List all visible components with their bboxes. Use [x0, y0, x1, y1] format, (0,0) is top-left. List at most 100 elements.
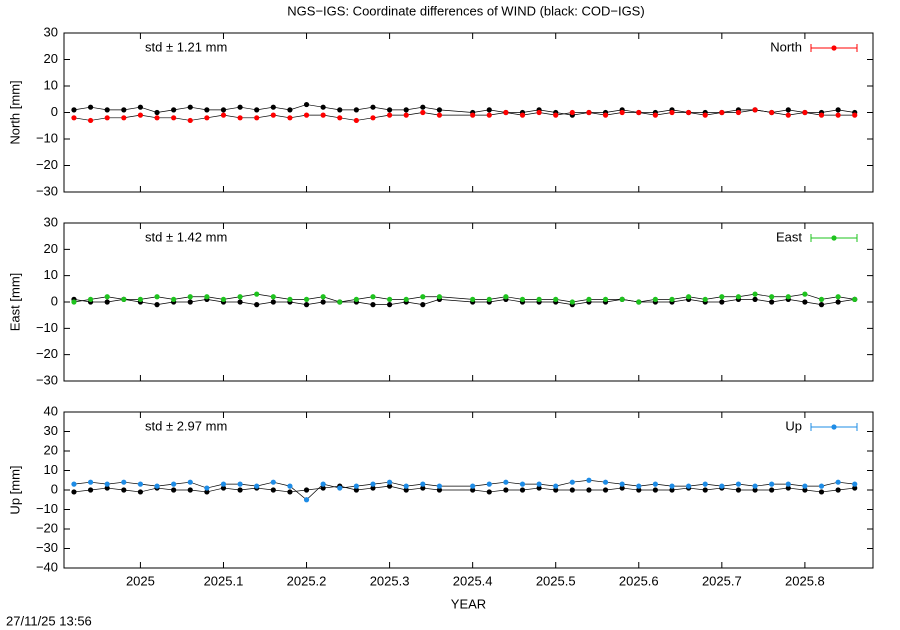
data-point [852, 481, 858, 487]
data-point [586, 109, 592, 116]
data-point [420, 302, 426, 308]
data-point [303, 101, 310, 108]
legend-label: East [776, 229, 802, 244]
y-tick-label: 10 [44, 267, 58, 282]
data-point [237, 481, 243, 487]
data-point [87, 296, 94, 302]
data-point [769, 487, 775, 493]
data-point [386, 112, 393, 118]
data-point [802, 483, 808, 489]
data-point [652, 112, 658, 118]
data-point [171, 115, 177, 121]
data-point [420, 485, 426, 491]
data-point [303, 112, 310, 118]
data-point [87, 117, 94, 124]
data-point [420, 481, 426, 487]
data-point [220, 107, 227, 113]
y-tick-label: 20 [44, 442, 58, 457]
data-point [420, 109, 426, 116]
data-point [353, 487, 359, 493]
y-tick-label: 20 [44, 241, 58, 256]
data-point [553, 487, 559, 493]
data-point [852, 296, 858, 302]
data-point [553, 112, 559, 118]
data-point [220, 481, 227, 487]
data-point [386, 483, 393, 489]
y-tick-label: 30 [44, 423, 58, 438]
data-point [370, 104, 376, 110]
data-point [536, 481, 542, 487]
data-point [835, 107, 841, 113]
y-tick-label: 10 [44, 462, 58, 477]
data-point [486, 481, 492, 487]
data-point [320, 294, 326, 300]
data-point [370, 294, 376, 300]
x-tick-label: 2025.2 [287, 573, 327, 588]
data-point [785, 112, 791, 118]
data-point [802, 291, 808, 297]
data-point [735, 487, 742, 493]
data-point [254, 115, 260, 121]
data-point [470, 112, 476, 118]
data-point [652, 296, 658, 302]
data-point [187, 294, 193, 300]
data-point [519, 112, 526, 118]
data-point [353, 483, 359, 489]
data-point [818, 112, 825, 118]
data-point [187, 299, 193, 305]
data-point [254, 483, 260, 489]
x-tick-label: 2025 [126, 573, 155, 588]
data-point [121, 296, 127, 302]
data-point [303, 497, 310, 503]
data-point [503, 294, 509, 300]
data-point [204, 485, 210, 491]
data-point [187, 104, 193, 110]
data-point [835, 294, 841, 300]
data-point [686, 109, 692, 116]
data-point [536, 485, 542, 491]
data-point [171, 296, 177, 302]
legend-marker [831, 45, 837, 51]
data-point [652, 487, 658, 493]
data-point [303, 296, 310, 302]
data-point [636, 299, 642, 305]
data-point [519, 296, 526, 302]
annotation: std ± 1.42 mm [145, 229, 227, 244]
data-point [702, 481, 708, 487]
data-point [370, 115, 376, 121]
data-point [802, 487, 808, 493]
data-point [403, 296, 409, 302]
data-point [303, 487, 310, 493]
data-point [171, 107, 177, 113]
x-tick-label: 2025.5 [536, 573, 576, 588]
y-tick-label: −20 [36, 157, 58, 172]
data-point [320, 485, 326, 491]
data-point [370, 485, 376, 491]
y-tick-label: 0 [51, 293, 58, 308]
data-point [337, 115, 343, 121]
data-point [337, 107, 343, 113]
y-tick-label: 0 [51, 104, 58, 119]
data-point [420, 294, 426, 300]
x-tick-label: 2025.7 [702, 573, 742, 588]
data-point [237, 115, 243, 121]
legend-label: North [770, 39, 802, 54]
y-tick-label: −10 [36, 130, 58, 145]
data-point [818, 489, 825, 495]
data-point [735, 481, 742, 487]
data-point [104, 299, 110, 305]
data-point [835, 112, 841, 118]
data-point [785, 481, 791, 487]
data-point [503, 479, 509, 485]
data-point [403, 487, 409, 493]
data-point [519, 487, 526, 493]
data-point [270, 487, 276, 493]
data-point [553, 483, 559, 489]
data-point [636, 109, 642, 116]
data-point [802, 109, 808, 116]
data-point [121, 115, 127, 121]
data-point [270, 479, 276, 485]
y-axis-label: East [mm] [7, 273, 22, 332]
data-point [619, 485, 625, 491]
y-tick-label: 10 [44, 77, 58, 92]
